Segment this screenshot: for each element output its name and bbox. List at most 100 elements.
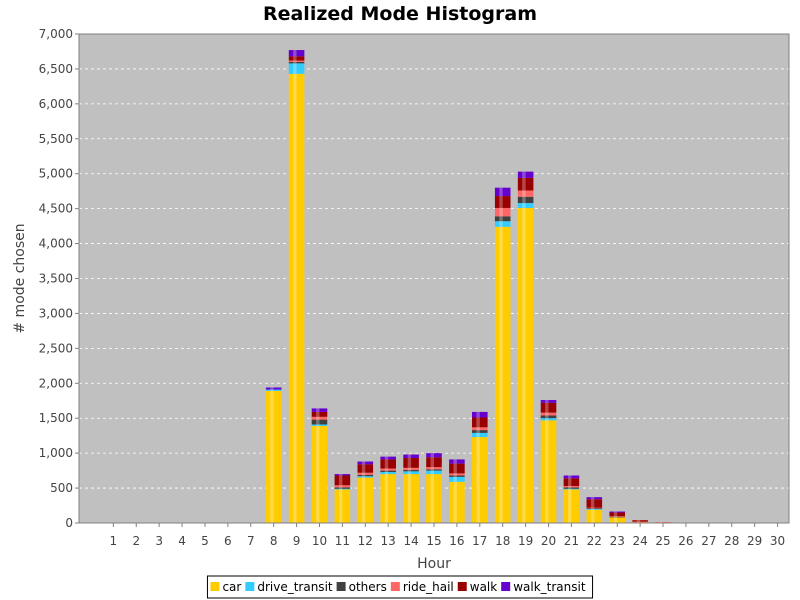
bar-highlight [453,475,457,477]
bar-segment-ride_hail [449,473,465,476]
x-tick-label: 14 [403,534,418,548]
bar-segment-walk [586,499,603,508]
bar-segment-others [380,470,396,473]
bar-highlight [361,461,366,465]
bar-highlight [590,509,595,523]
y-tick-label: 2,000 [39,376,73,390]
x-tick-label: 29 [747,534,762,548]
bar-highlight [384,472,389,475]
y-tick-label: 6,000 [39,97,73,111]
bar-highlight [636,521,641,523]
y-tick-label: 6,500 [39,62,73,76]
bars [265,50,671,524]
y-tick-label: 5,000 [39,167,73,181]
bar-segment-ride_hail [563,485,580,488]
y-tick-label: 4,500 [39,202,73,216]
bar-highlight [545,400,549,403]
bar-highlight [567,489,572,523]
bar-highlight [476,417,480,428]
bar-highlight [430,467,434,470]
bar-segment-walk_transit [265,387,282,390]
bar-segment-car [540,420,557,523]
bar-segment-ride_hail [494,207,511,217]
bar-highlight [522,177,526,191]
x-tick-label: 28 [724,534,739,548]
bar-highlight [407,454,412,459]
bar-segment-drive_transit [403,471,419,475]
x-tick-label: 24 [632,534,647,548]
bar-segment-ride_hail [311,416,328,420]
bar-highlight [430,474,434,523]
bar-segment-walk_transit [609,511,626,513]
bar-highlight [522,196,526,204]
bar-highlight [522,190,526,197]
bar-highlight [636,520,641,522]
legend-frame [206,575,594,599]
bar-highlight [567,488,572,490]
bar-segment-car [357,477,374,523]
bar-segment-walk [517,177,534,191]
bar-segment-ride_hail [426,467,442,470]
bar-segment-drive_transit [540,418,557,421]
x-tick-label: 15 [426,534,441,548]
x-tick-label: 4 [178,534,186,548]
x-tick-label: 3 [155,534,163,548]
x-tick-label: 16 [449,534,464,548]
bar-highlight [499,221,503,227]
bar-highlight [590,508,595,510]
bar-segment-ride_hail [380,468,396,471]
bar-highlight [545,418,549,421]
bar-highlight [476,432,480,438]
bar-highlight [316,419,320,425]
bar-highlight [476,427,480,431]
bar-highlight [590,507,595,509]
y-tick-label: 1,000 [39,446,73,460]
bar-highlight [476,437,480,523]
x-axis: 1 2 3 4 5 6 7 8 9 10 11 12 13 14 15 16 17 18 19 20 21 22 23 24 2… [110,523,785,548]
bar-highlight [293,56,297,61]
legend-swatch-drive_transit [245,582,255,591]
bar-segment-ride_hail [540,412,557,416]
bar-segment-walk [403,458,419,468]
x-tick-label: 25 [655,534,670,548]
bar-highlight [407,474,412,523]
x-axis-title: Hour [417,556,451,572]
bar-highlight [522,207,526,524]
bar-segment-drive_transit [449,476,465,482]
bar-segment-others [517,196,534,204]
bar-segment-others [472,430,488,433]
bar-highlight [384,470,389,473]
bar-segment-car [563,489,580,523]
legend-swatch-walk_transit [501,582,511,591]
bar-highlight [316,425,320,523]
bar-highlight [545,420,549,523]
bar-segment-walk_transit [288,50,305,57]
x-tick-label: 26 [678,534,693,548]
bar-segment-drive_transit [426,470,442,475]
bar-segment-ride_hail [357,472,374,475]
bar-highlight [613,517,618,523]
bar-segment-car [426,474,442,523]
bar-segment-car [517,207,534,524]
y-tick-label: 0 [65,516,73,530]
bar-segment-walk_transit [334,474,351,476]
bar-highlight [338,474,343,476]
bar-segment-walk [426,457,442,468]
bar-segment-drive_transit [357,476,374,478]
chart-title: Realized Mode Histogram [263,3,537,25]
y-tick-label: 1,500 [39,411,73,425]
bar-segment-car [472,437,488,523]
x-tick-label: 6 [224,534,232,548]
bar-segment-ride_hail [609,515,626,517]
bar-segment-car [288,73,305,523]
bar-highlight [361,474,366,477]
x-tick-label: 17 [472,534,487,548]
legend-label-walk: walk [470,580,498,594]
bar-highlight [384,459,389,469]
bar-segment-walk_transit [380,456,396,460]
bar-segment-drive_transit [380,472,396,475]
bar-highlight [499,226,503,523]
legend-label-ride_hail: ride_hail [403,580,454,594]
y-axis-title: # mode chosen [12,223,28,333]
